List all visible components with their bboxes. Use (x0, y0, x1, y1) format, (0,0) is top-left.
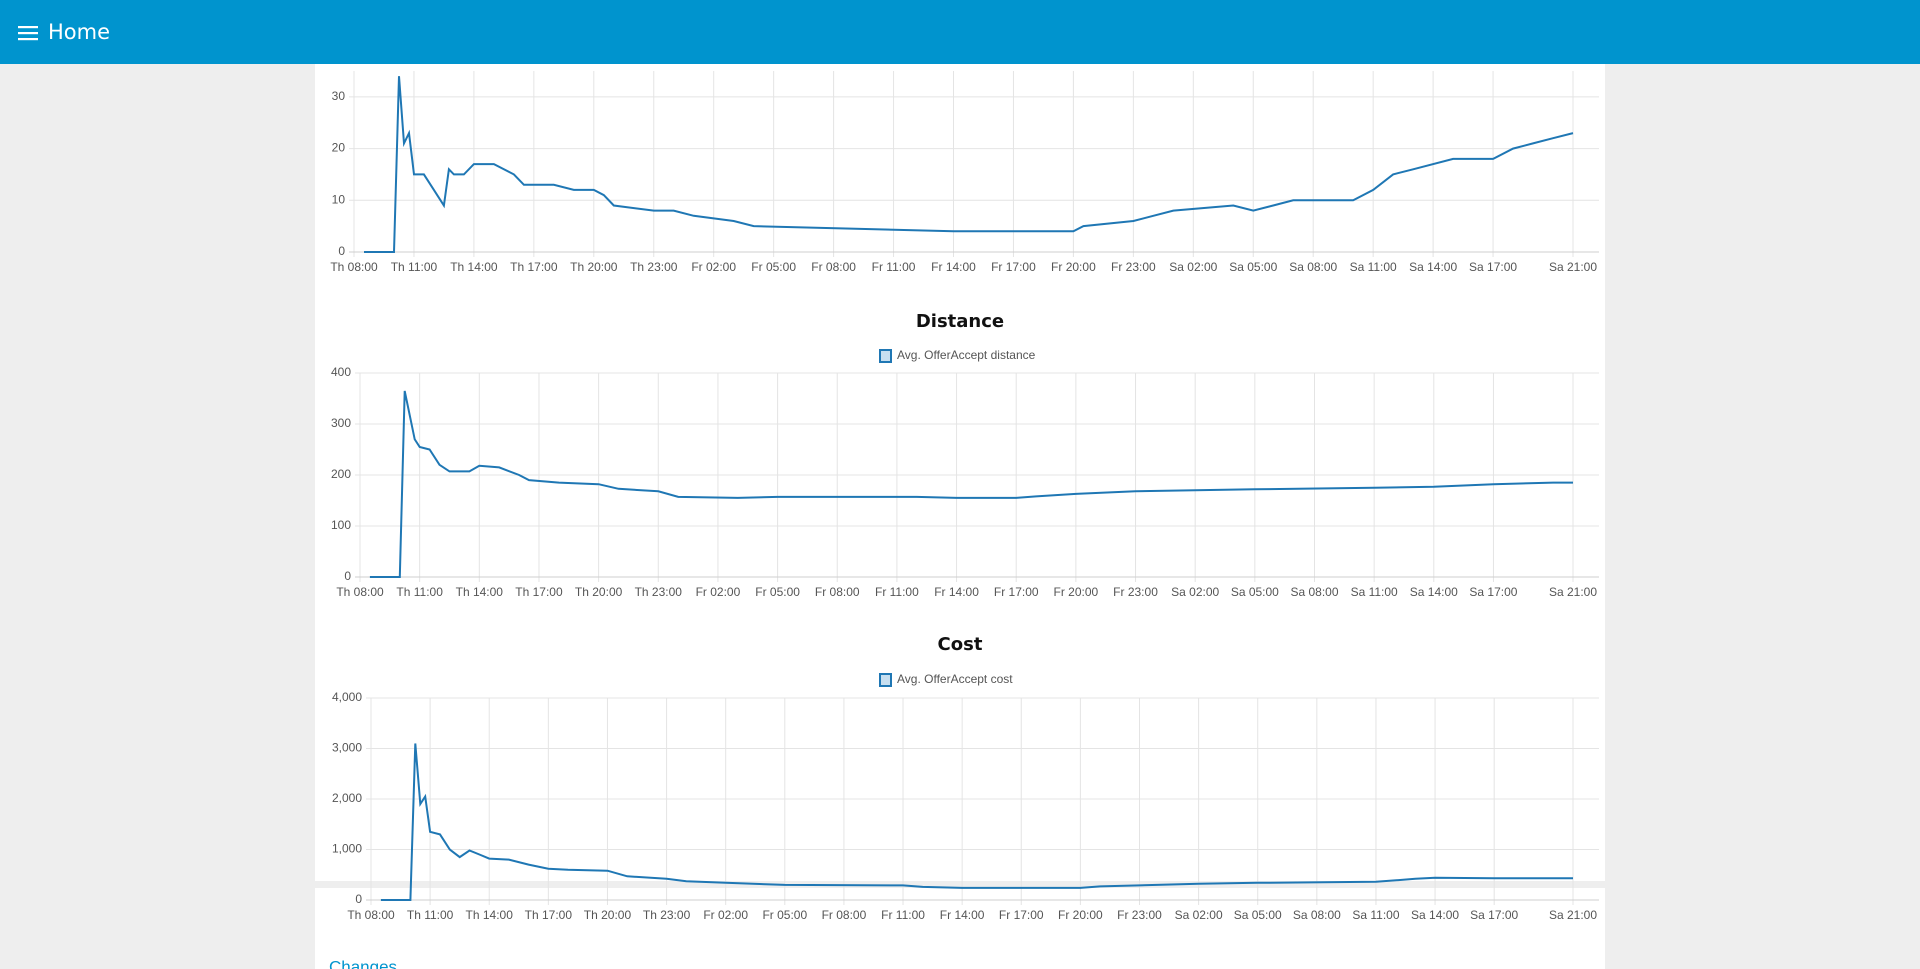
chart-title: Distance (916, 311, 1004, 332)
x-tick-label: Th 14:00 (456, 585, 504, 599)
y-tick-label: 30 (332, 89, 346, 103)
x-tick-label: Fr 14:00 (934, 585, 979, 599)
y-tick-label: 200 (331, 467, 351, 481)
x-tick-label: Th 20:00 (584, 908, 632, 922)
x-tick-label: Th 20:00 (575, 585, 623, 599)
x-tick-label: Sa 05:00 (1229, 260, 1277, 274)
x-tick-label: Fr 23:00 (1117, 908, 1162, 922)
x-tick-label: Fr 08:00 (822, 908, 867, 922)
x-tick-label: Th 11:00 (396, 585, 443, 599)
x-tick-label: Fr 02:00 (696, 585, 741, 599)
data-line (380, 743, 1573, 901)
x-tick-label: Th 17:00 (515, 585, 563, 599)
y-tick-label: 300 (331, 416, 351, 430)
x-tick-label: Fr 05:00 (755, 585, 800, 599)
page-title: Home (48, 20, 111, 44)
data-line (369, 390, 1573, 578)
x-tick-label: Fr 05:00 (762, 908, 807, 922)
x-tick-label: Sa 21:00 (1549, 585, 1597, 599)
x-tick-label: Th 17:00 (510, 260, 558, 274)
x-tick-label: Fr 17:00 (999, 908, 1044, 922)
y-tick-label: 0 (338, 244, 345, 258)
x-tick-label: Sa 08:00 (1293, 908, 1341, 922)
y-tick-label: 100 (331, 518, 351, 532)
y-tick-label: 10 (332, 192, 346, 206)
x-tick-label: Th 08:00 (347, 908, 395, 922)
x-tick-label: Sa 11:00 (1352, 908, 1399, 922)
x-tick-label: Fr 23:00 (1111, 260, 1156, 274)
x-tick-label: Th 11:00 (407, 908, 454, 922)
x-tick-label: Fr 20:00 (1051, 260, 1096, 274)
x-tick-label: Sa 02:00 (1171, 585, 1219, 599)
dashboard: Changes 0 10 20 30 Th 08:00 Th 11:00 Th 14:00 T… (315, 64, 1605, 969)
x-tick-label: Th 23:00 (635, 585, 683, 599)
x-tick-label: Th 23:00 (630, 260, 678, 274)
x-tick-label: Fr 17:00 (994, 585, 1039, 599)
legend-label: Avg. OfferAccept distance (897, 348, 1036, 362)
x-tick-label: Fr 11:00 (881, 908, 925, 922)
x-tick-label: Fr 14:00 (931, 260, 976, 274)
x-tick-label: Fr 20:00 (1054, 585, 1099, 599)
x-tick-label: Fr 17:00 (991, 260, 1036, 274)
x-tick-label: Sa 14:00 (1409, 260, 1457, 274)
x-tick-label: Fr 08:00 (815, 585, 860, 599)
y-tick-label: 4,000 (332, 690, 362, 704)
legend-label: Avg. OfferAccept cost (897, 672, 1013, 686)
y-tick-label: 0 (344, 569, 351, 583)
x-tick-label: Fr 11:00 (872, 260, 916, 274)
x-tick-label: Fr 11:00 (875, 585, 919, 599)
group-panel (315, 888, 1605, 969)
legend-swatch (879, 673, 892, 687)
group-title[interactable]: Changes (329, 957, 397, 969)
x-tick-label: Fr 02:00 (703, 908, 748, 922)
x-tick-label: Fr 02:00 (691, 260, 736, 274)
x-tick-label: Th 08:00 (336, 585, 384, 599)
x-tick-label: Sa 02:00 (1175, 908, 1223, 922)
chart-panel (315, 64, 1605, 881)
x-tick-label: Sa 21:00 (1549, 260, 1597, 274)
x-tick-label: Sa 11:00 (1350, 260, 1397, 274)
x-tick-label: Fr 14:00 (940, 908, 985, 922)
x-tick-label: Sa 17:00 (1469, 585, 1517, 599)
x-tick-label: Sa 08:00 (1289, 260, 1337, 274)
x-tick-label: Fr 20:00 (1058, 908, 1103, 922)
x-tick-label: Th 20:00 (570, 260, 618, 274)
x-tick-label: Sa 11:00 (1351, 585, 1398, 599)
chart-title: Cost (938, 634, 983, 655)
x-tick-label: Sa 17:00 (1470, 908, 1518, 922)
x-tick-label: Sa 21:00 (1549, 908, 1597, 922)
x-tick-label: Sa 14:00 (1410, 585, 1458, 599)
x-tick-label: Th 14:00 (466, 908, 514, 922)
legend-swatch (879, 349, 892, 363)
x-tick-label: Th 17:00 (525, 908, 573, 922)
x-tick-label: Th 11:00 (391, 260, 438, 274)
x-tick-label: Fr 05:00 (751, 260, 796, 274)
y-tick-label: 0 (355, 892, 362, 906)
menu-button[interactable] (18, 26, 40, 42)
x-tick-label: Th 23:00 (643, 908, 691, 922)
x-tick-label: Sa 02:00 (1169, 260, 1217, 274)
x-tick-label: Sa 05:00 (1231, 585, 1279, 599)
x-tick-label: Fr 08:00 (811, 260, 856, 274)
x-tick-label: Sa 17:00 (1469, 260, 1517, 274)
x-tick-label: Th 14:00 (450, 260, 498, 274)
y-tick-label: 20 (332, 141, 346, 155)
data-line (364, 76, 1574, 253)
x-tick-label: Sa 08:00 (1290, 585, 1338, 599)
x-tick-label: Sa 05:00 (1234, 908, 1282, 922)
y-tick-label: 3,000 (332, 741, 362, 755)
x-tick-label: Th 08:00 (330, 260, 378, 274)
y-tick-label: 2,000 (332, 791, 362, 805)
x-tick-label: Sa 14:00 (1411, 908, 1459, 922)
y-tick-label: 1,000 (332, 842, 362, 856)
y-tick-label: 400 (331, 365, 351, 379)
toolbar: Home (0, 0, 1920, 64)
x-tick-label: Fr 23:00 (1113, 585, 1158, 599)
